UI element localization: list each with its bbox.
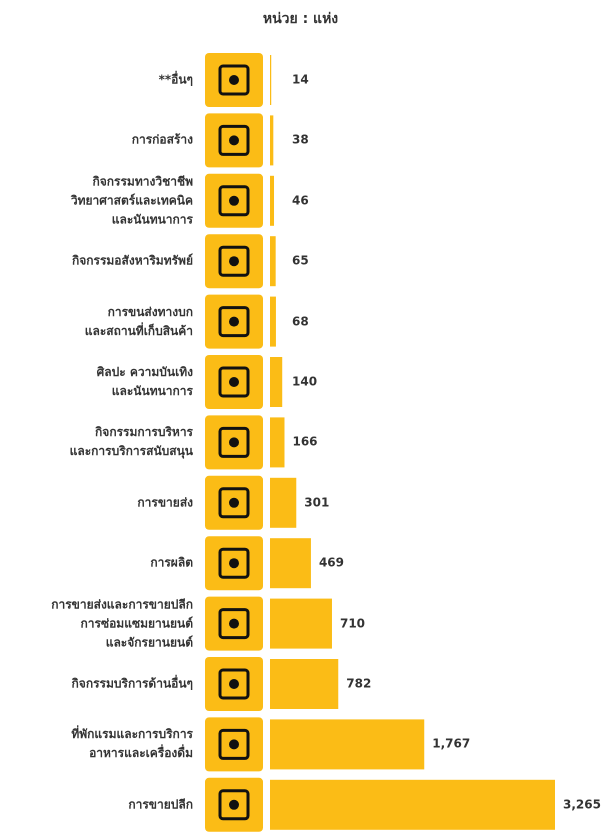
value-label: 710 — [339, 616, 366, 631]
value-label: 38 — [292, 132, 309, 147]
icon-glyph — [229, 256, 239, 267]
bar — [270, 236, 276, 287]
icon-glyph — [229, 316, 239, 327]
icon-glyph — [218, 64, 250, 96]
icon-glyph — [229, 135, 239, 146]
chart-title: หน่วย : แห่ง — [262, 11, 339, 27]
value-label: 1,767 — [432, 736, 471, 751]
icon-glyph — [229, 799, 239, 810]
bar — [270, 296, 276, 347]
icon-glyph — [218, 185, 250, 217]
icon-glyph — [218, 245, 250, 277]
bar — [270, 357, 283, 407]
bar — [270, 55, 272, 105]
value-label: 3,265 — [563, 797, 601, 812]
icon-glyph — [218, 728, 250, 760]
icon-glyph — [229, 75, 239, 85]
category-label: การขนส่งทางบก และสถานที่เก็บสินค้า — [84, 304, 193, 338]
icon-glyph — [229, 679, 239, 689]
icon-glyph — [218, 124, 250, 156]
icon-glyph — [229, 558, 239, 569]
icon-glyph — [229, 618, 239, 629]
bar — [270, 175, 275, 226]
category-label: การขายส่ง — [137, 495, 193, 510]
icon-glyph — [218, 306, 250, 338]
bar — [270, 719, 425, 770]
icon-glyph — [218, 547, 250, 579]
value-label: 140 — [292, 374, 318, 389]
value-label: 301 — [304, 495, 330, 510]
category-label: กิจกรรมการบริหาร และการบริการสนับสนุน — [69, 425, 193, 459]
bar — [270, 417, 285, 468]
icon-glyph — [218, 487, 250, 519]
category-label: **อื่นๆ — [158, 72, 193, 87]
icon-glyph — [229, 195, 239, 206]
value-label: 469 — [318, 555, 344, 570]
bar — [270, 598, 332, 649]
category-label: กิจกรรมทางวิชาชีพ วิทยาศาสตร์และเทคนิค แ… — [70, 174, 193, 227]
value-label: 68 — [292, 314, 309, 329]
bar — [270, 477, 297, 528]
category-label: ที่พักแรมและการบริการ อาหารและเครื่องดื่… — [71, 727, 193, 761]
icon-glyph — [218, 366, 250, 398]
value-label: 65 — [292, 253, 309, 268]
icon-glyph — [218, 608, 250, 640]
category-label: กิจกรรมบริการด้านอื่นๆ — [71, 676, 193, 691]
value-label: 14 — [292, 72, 309, 87]
bar — [270, 538, 311, 589]
icon-glyph — [218, 668, 250, 700]
value-label: 46 — [292, 193, 309, 208]
category-label: การขายส่งและการขายปลีก การซ่อมแซมยานยนต์… — [51, 597, 193, 650]
category-label: กิจกรรมอสังหาริมทรัพย์ — [71, 253, 193, 268]
category-label: การผลิต — [150, 555, 193, 570]
bar — [270, 115, 274, 166]
bar — [270, 779, 555, 830]
bar — [270, 659, 339, 709]
icon-glyph — [218, 789, 250, 821]
icon-glyph — [229, 377, 239, 387]
icon-glyph — [229, 497, 239, 508]
value-label: 782 — [346, 676, 372, 691]
category-label: การขายปลีก — [128, 797, 193, 812]
icon-glyph — [229, 437, 239, 448]
icon-glyph — [218, 426, 250, 458]
value-label: 166 — [292, 434, 318, 449]
icon-glyph — [229, 739, 239, 750]
category-label: ศิลปะ ความบันเทิง และนันทนาการ — [96, 365, 193, 398]
category-label: การก่อสร้าง — [131, 132, 193, 147]
